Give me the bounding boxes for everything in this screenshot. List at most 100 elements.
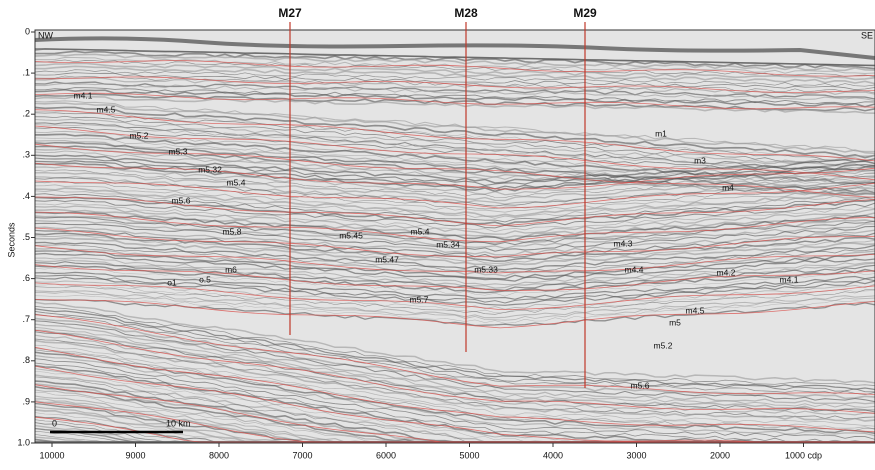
reflector <box>34 216 875 246</box>
horizon-label: m6 <box>225 264 237 274</box>
reflector <box>34 165 875 196</box>
reflector <box>34 310 875 393</box>
reflector <box>34 285 875 315</box>
horizon-line <box>34 92 875 110</box>
reflector <box>34 244 875 273</box>
horizon-label: m5.6 <box>631 380 650 390</box>
y-tick-label: .3 <box>22 150 30 160</box>
horizon-line <box>34 196 875 227</box>
y-tick-label: .4 <box>22 191 30 201</box>
horizon-line <box>34 211 875 243</box>
reflector <box>35 283 875 313</box>
reflector <box>34 354 875 437</box>
horizon-line <box>34 227 875 258</box>
y-tick-label: .2 <box>22 109 30 119</box>
horizon-label: m5.4 <box>411 226 430 236</box>
reflector <box>34 358 875 440</box>
reflector <box>34 171 875 202</box>
scale-start: 0 <box>52 418 57 428</box>
x-tick-label: 7000 <box>292 450 312 460</box>
seafloor <box>34 36 875 60</box>
horizon-line <box>34 245 875 274</box>
reflector <box>34 118 875 169</box>
reflector <box>34 154 875 184</box>
horizon-label: m4 <box>722 182 734 192</box>
x-tick-label: 2000 <box>710 450 730 460</box>
horizon-line <box>34 329 875 414</box>
left-orientation: NW <box>38 30 53 40</box>
horizon-line <box>34 180 875 209</box>
reflector <box>34 181 875 210</box>
reflector <box>34 349 875 431</box>
reflector <box>34 193 875 223</box>
horizon-label: m4.1 <box>74 90 93 100</box>
reflector <box>35 133 875 185</box>
horizon-line <box>34 60 875 77</box>
reflector <box>34 267 875 297</box>
reflector <box>35 87 875 105</box>
reflector <box>34 62 875 81</box>
horizon-line <box>34 143 875 198</box>
reflector <box>34 69 875 87</box>
y-tick-label: 0 <box>25 26 30 36</box>
x-tick-label: 8000 <box>209 450 229 460</box>
reflector <box>34 88 875 108</box>
well-label: M27 <box>278 6 302 20</box>
reflector <box>34 320 875 403</box>
reflector <box>34 150 875 180</box>
reflector <box>34 306 875 386</box>
reflector <box>34 351 875 435</box>
x-tick-label: 9000 <box>125 450 145 460</box>
well-label: M29 <box>573 6 597 20</box>
reflector <box>34 95 875 114</box>
horizon-label: o1 <box>167 277 177 287</box>
horizon-label: m5.33 <box>474 264 498 274</box>
reflector <box>34 295 875 324</box>
horizon-label: m5.7 <box>410 294 429 304</box>
y-tick-label: .8 <box>22 355 30 365</box>
horizon-line <box>34 109 875 162</box>
reflector <box>34 160 875 190</box>
reflector <box>34 274 875 304</box>
reflector <box>34 189 875 219</box>
horizon-line <box>34 365 875 443</box>
reflector <box>34 145 875 195</box>
interpreted-horizons <box>34 60 875 443</box>
horizon-line <box>34 76 875 93</box>
horizon-label: m4.5 <box>97 104 116 114</box>
x-tick-label: 10000 <box>39 450 64 460</box>
reflector <box>34 93 875 112</box>
reflector <box>34 177 875 207</box>
horizon-label: m5.32 <box>198 164 222 174</box>
reflector <box>34 106 875 159</box>
horizon-label: m5.6 <box>172 195 191 205</box>
horizon-label: m5.4 <box>227 177 246 187</box>
reflector <box>34 102 875 155</box>
reflector <box>34 205 875 235</box>
horizon-line <box>34 125 875 181</box>
scale-end: 10 km <box>166 418 191 428</box>
horizon-label: m5.8 <box>223 226 242 236</box>
reflector <box>34 331 875 413</box>
well-label: M28 <box>454 6 478 20</box>
plot-frame <box>34 29 875 444</box>
reflector <box>34 162 875 193</box>
reflector <box>34 229 875 259</box>
reflector <box>34 148 875 201</box>
reflector <box>34 298 875 327</box>
reflector <box>34 323 875 405</box>
y-tick-label: 1.0 <box>17 437 30 447</box>
horizon-label: m5.45 <box>339 230 363 240</box>
reflector <box>34 236 875 267</box>
reflector <box>34 308 875 391</box>
horizon-label: m1 <box>655 128 667 138</box>
reflector <box>34 301 875 384</box>
x-tick-label: 5000 <box>459 450 479 460</box>
horizon-line <box>34 282 875 311</box>
x-tick-label: 3000 <box>626 450 646 460</box>
reflector <box>34 280 875 310</box>
reflector <box>34 65 875 85</box>
y-tick-label: .5 <box>22 232 30 242</box>
horizon-label: m4.5 <box>686 305 705 315</box>
reflector <box>34 184 875 213</box>
